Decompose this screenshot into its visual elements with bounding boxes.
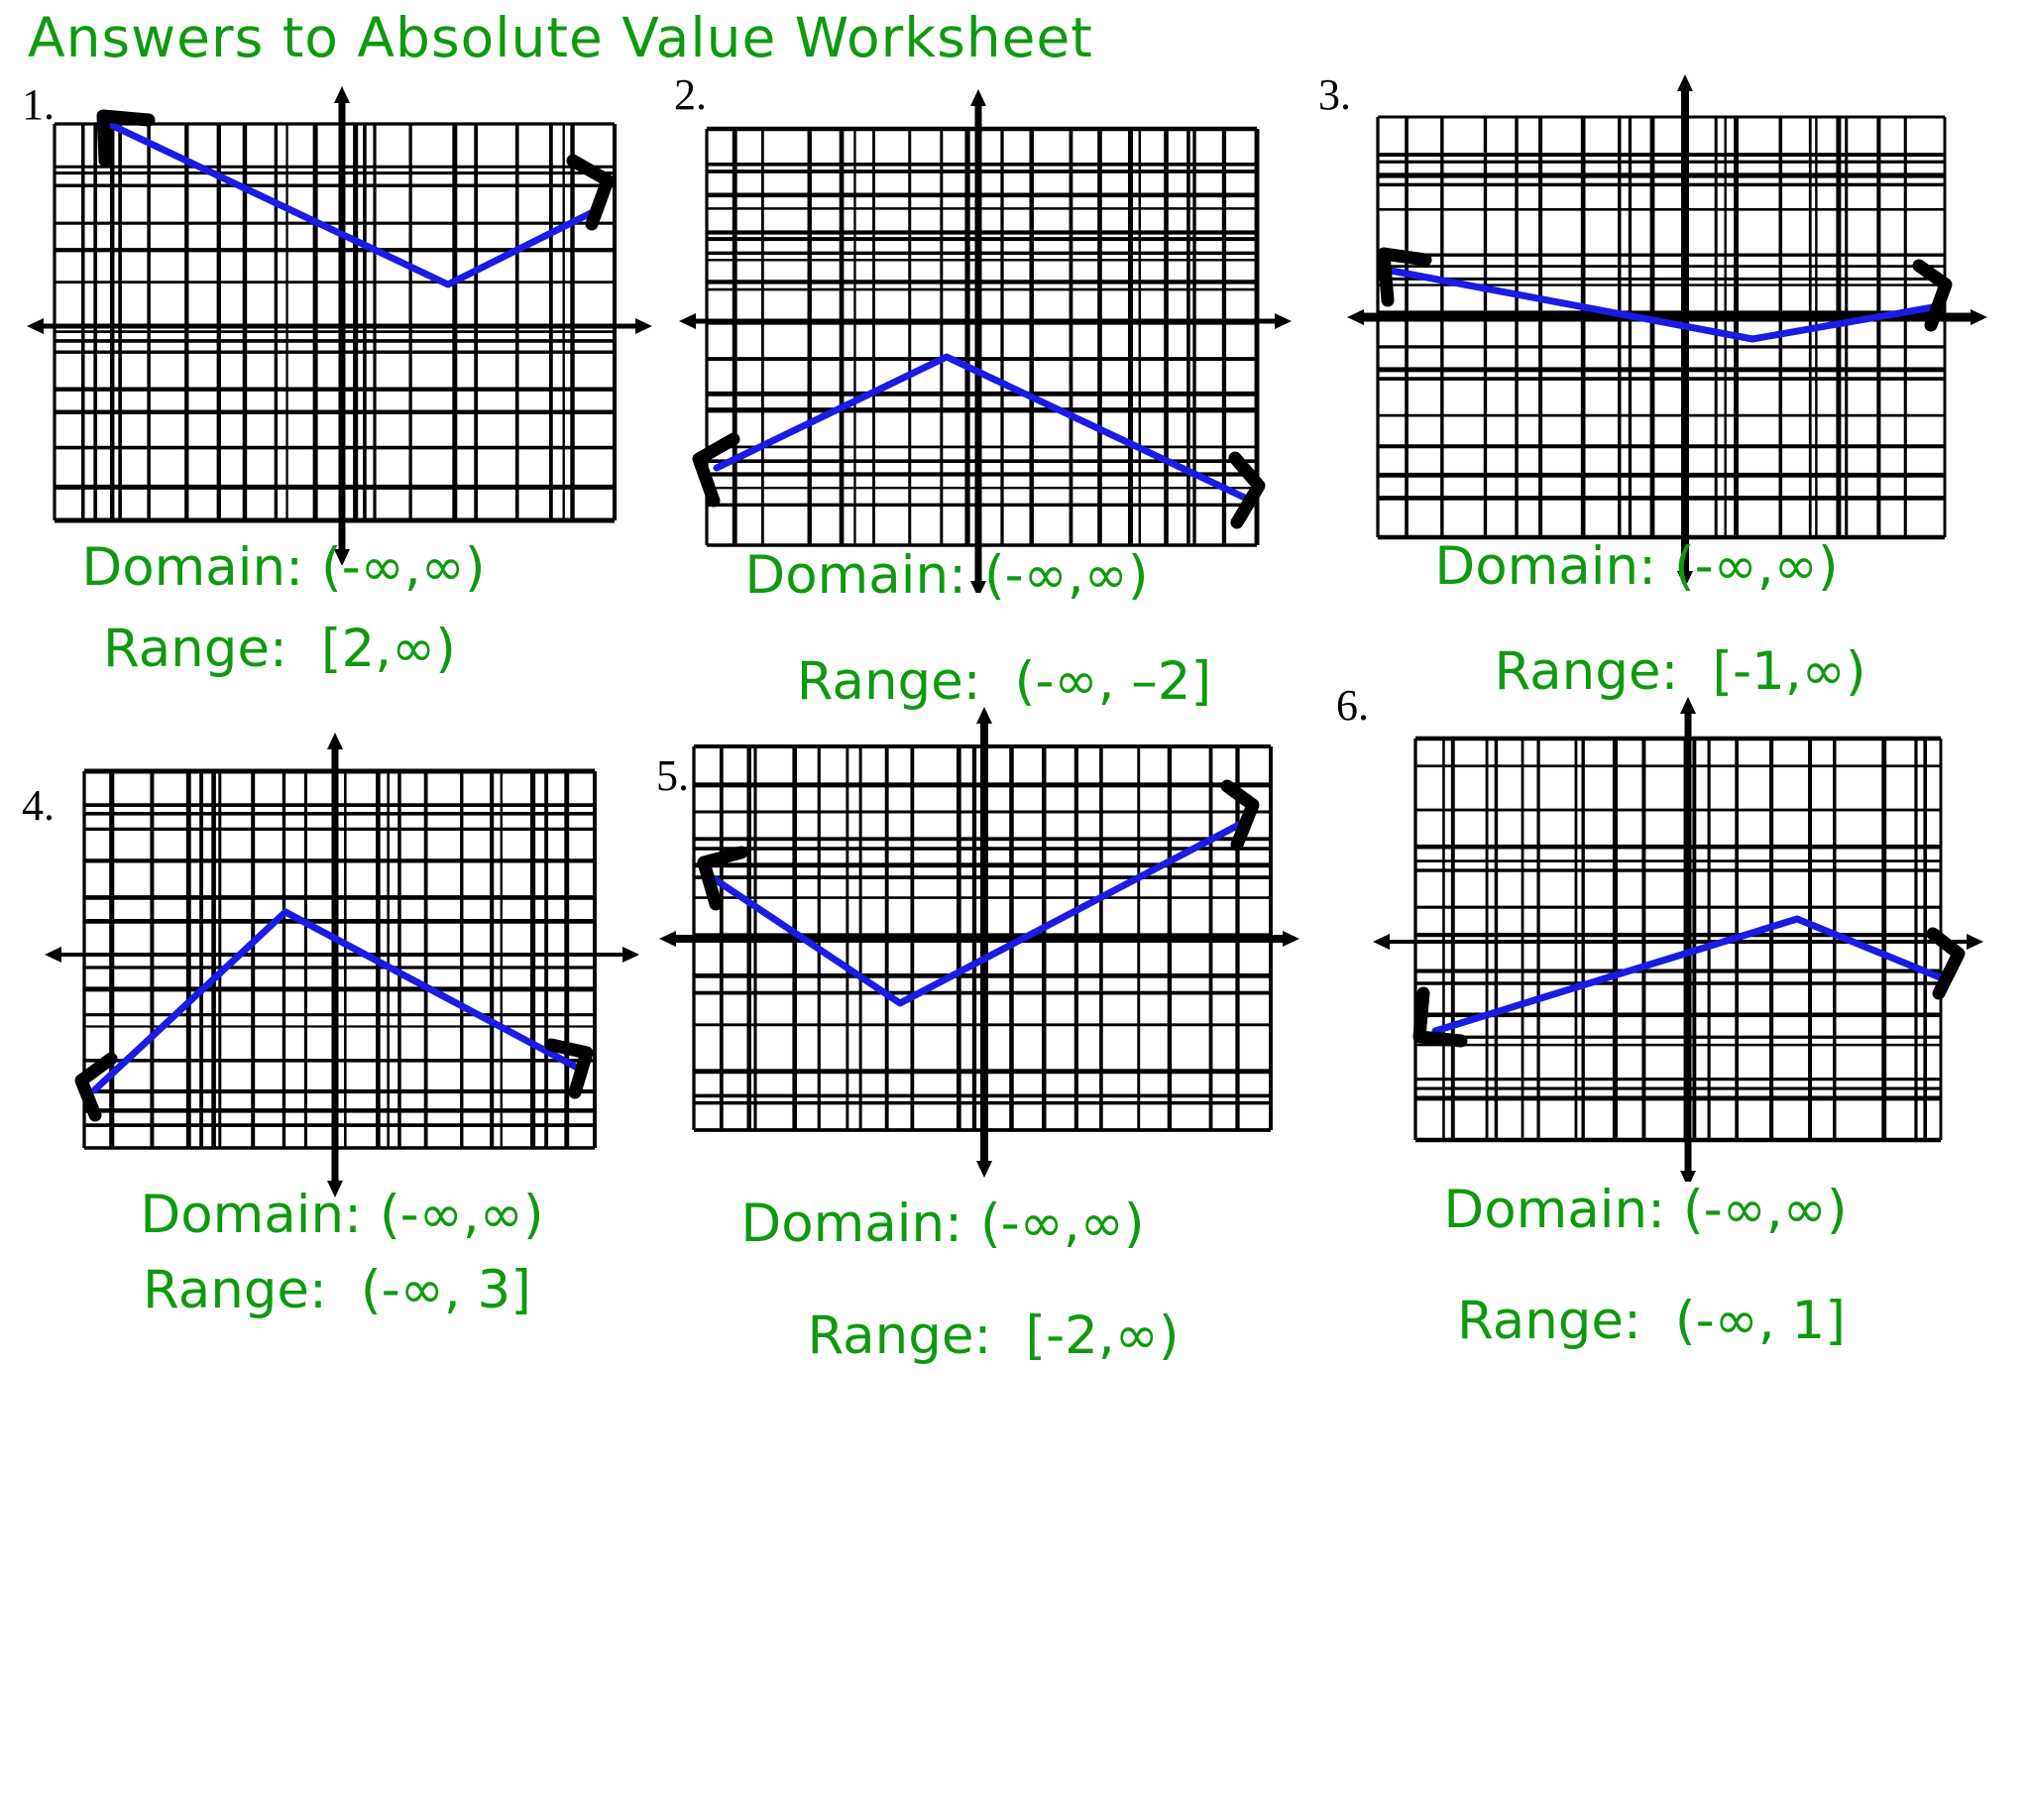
problem-number: 1. bbox=[22, 80, 55, 129]
domain-label: Domain: bbox=[1443, 1180, 1665, 1240]
domain-label: Domain: bbox=[140, 1185, 362, 1245]
range-answer: Range: [-2,∞) bbox=[807, 1306, 1180, 1367]
absolute-value-graph-1 bbox=[27, 86, 652, 565]
absolute-value-graph-3 bbox=[1347, 74, 1987, 583]
range-label: Range: bbox=[143, 1260, 327, 1320]
domain-label: Domain: bbox=[740, 1194, 962, 1254]
domain-answer: Domain: (-∞,∞) bbox=[1434, 536, 1839, 598]
domain-value: (-∞,∞) bbox=[1682, 1180, 1848, 1240]
page-title: Answers to Absolute Value Worksheet bbox=[28, 6, 1093, 69]
range-label: Range: bbox=[807, 1306, 992, 1366]
domain-value: (-∞,∞) bbox=[979, 1194, 1145, 1254]
range-answer: Range: [-1,∞) bbox=[1494, 641, 1866, 703]
range-label: Range: bbox=[1494, 641, 1679, 702]
range-value: (-∞, 3] bbox=[360, 1260, 531, 1320]
range-value: (-∞, 1] bbox=[1674, 1291, 1846, 1351]
range-label: Range: bbox=[1457, 1291, 1641, 1351]
range-value: [-2,∞) bbox=[1025, 1306, 1180, 1366]
problem-number: 6. bbox=[1336, 681, 1369, 730]
domain-answer: Domain: (-∞,∞) bbox=[140, 1185, 544, 1246]
absolute-value-graph-2 bbox=[679, 89, 1292, 593]
problem-number: 4. bbox=[22, 781, 55, 830]
domain-answer: Domain: (-∞,∞) bbox=[81, 537, 486, 599]
absolute-value-graph-5 bbox=[659, 707, 1299, 1178]
domain-label: Domain: bbox=[1434, 536, 1656, 597]
domain-value: (-∞,∞) bbox=[1673, 536, 1839, 597]
range-answer: Range: (-∞, 1] bbox=[1457, 1291, 1846, 1352]
domain-label: Domain: bbox=[81, 537, 303, 598]
domain-label: Domain: bbox=[744, 545, 966, 606]
range-label: Range: bbox=[103, 619, 287, 679]
problem-number: 2. bbox=[674, 70, 707, 119]
range-value: [-1,∞) bbox=[1712, 641, 1866, 702]
range-value: [2,∞) bbox=[320, 619, 456, 679]
domain-answer: Domain: (-∞,∞) bbox=[740, 1194, 1144, 1255]
range-label: Range: bbox=[796, 651, 981, 712]
absolute-value-graph-6 bbox=[1373, 697, 1983, 1182]
domain-answer: Domain: (-∞,∞) bbox=[744, 545, 1149, 607]
range-answer: Range: (-∞, –2] bbox=[796, 651, 1212, 713]
range-answer: Range: [2,∞) bbox=[103, 619, 456, 680]
problem-number: 5. bbox=[656, 751, 689, 800]
problem-number: 3. bbox=[1318, 70, 1351, 119]
absolute-value-graph-4 bbox=[45, 733, 639, 1197]
domain-value: (-∞,∞) bbox=[379, 1185, 544, 1245]
domain-value: (-∞,∞) bbox=[983, 545, 1149, 606]
domain-value: (-∞,∞) bbox=[320, 537, 486, 598]
domain-answer: Domain: (-∞,∞) bbox=[1443, 1180, 1848, 1241]
range-answer: Range: (-∞, 3] bbox=[143, 1260, 531, 1321]
range-value: (-∞, –2] bbox=[1014, 651, 1212, 712]
